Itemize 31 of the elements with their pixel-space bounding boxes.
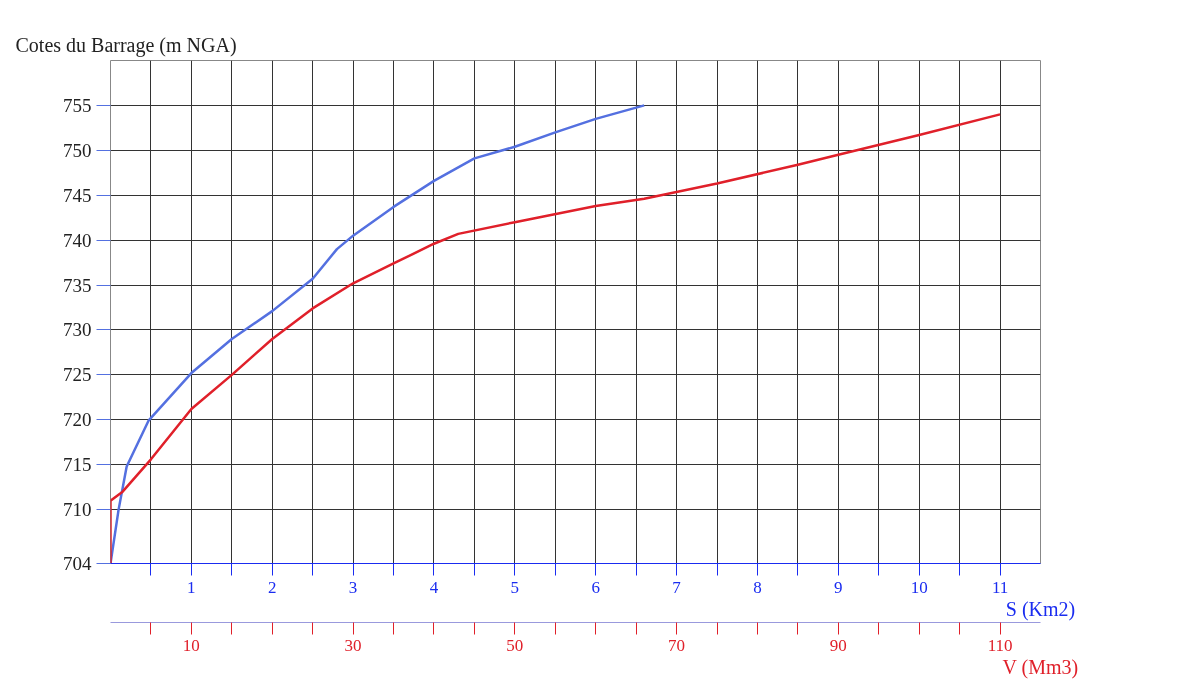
y-tick-label: 735	[63, 274, 92, 296]
y-tick-label: 710	[63, 499, 92, 521]
x-axis-title: S (Km2)	[1005, 597, 1076, 621]
x2-tick-label: 70	[668, 635, 686, 655]
x-tick-label: 9	[834, 577, 843, 597]
x-tick-label: 8	[753, 577, 762, 597]
x-tick-label: 11	[991, 577, 1009, 597]
y-tick-label: 740	[63, 229, 92, 251]
x-tick-label: 1	[187, 577, 196, 597]
x-tick-label: 7	[672, 577, 682, 597]
x2-tick-label: 50	[506, 635, 524, 655]
y-tick-label: 720	[63, 409, 92, 431]
x-tick-label: 10	[910, 577, 928, 597]
y-tick-label: 704	[63, 553, 92, 574]
x-tick-label: 2	[267, 577, 277, 597]
y-tick-label: 725	[63, 364, 92, 386]
x2-tick-label: 110	[987, 635, 1013, 655]
x2-tick-label: 10	[182, 635, 200, 655]
x2-tick-label: 90	[829, 635, 847, 655]
y-tick-label: 745	[63, 184, 92, 206]
y-axis-title: Cotes du Barrage (m NGA)	[15, 33, 237, 57]
x2-axis-title: V (Mm3)	[1002, 655, 1079, 679]
x-tick-label: 3	[348, 577, 358, 597]
x2-tick-label: 30	[344, 635, 362, 655]
y-tick-label: 715	[63, 454, 92, 476]
y-tick-label: 755	[63, 94, 92, 116]
x-tick-label: 4	[429, 577, 439, 597]
x-tick-label: 5	[510, 577, 520, 597]
y-tick-label: 730	[63, 319, 92, 341]
y-tick-label: 750	[63, 139, 92, 161]
x-tick-label: 6	[591, 577, 600, 597]
